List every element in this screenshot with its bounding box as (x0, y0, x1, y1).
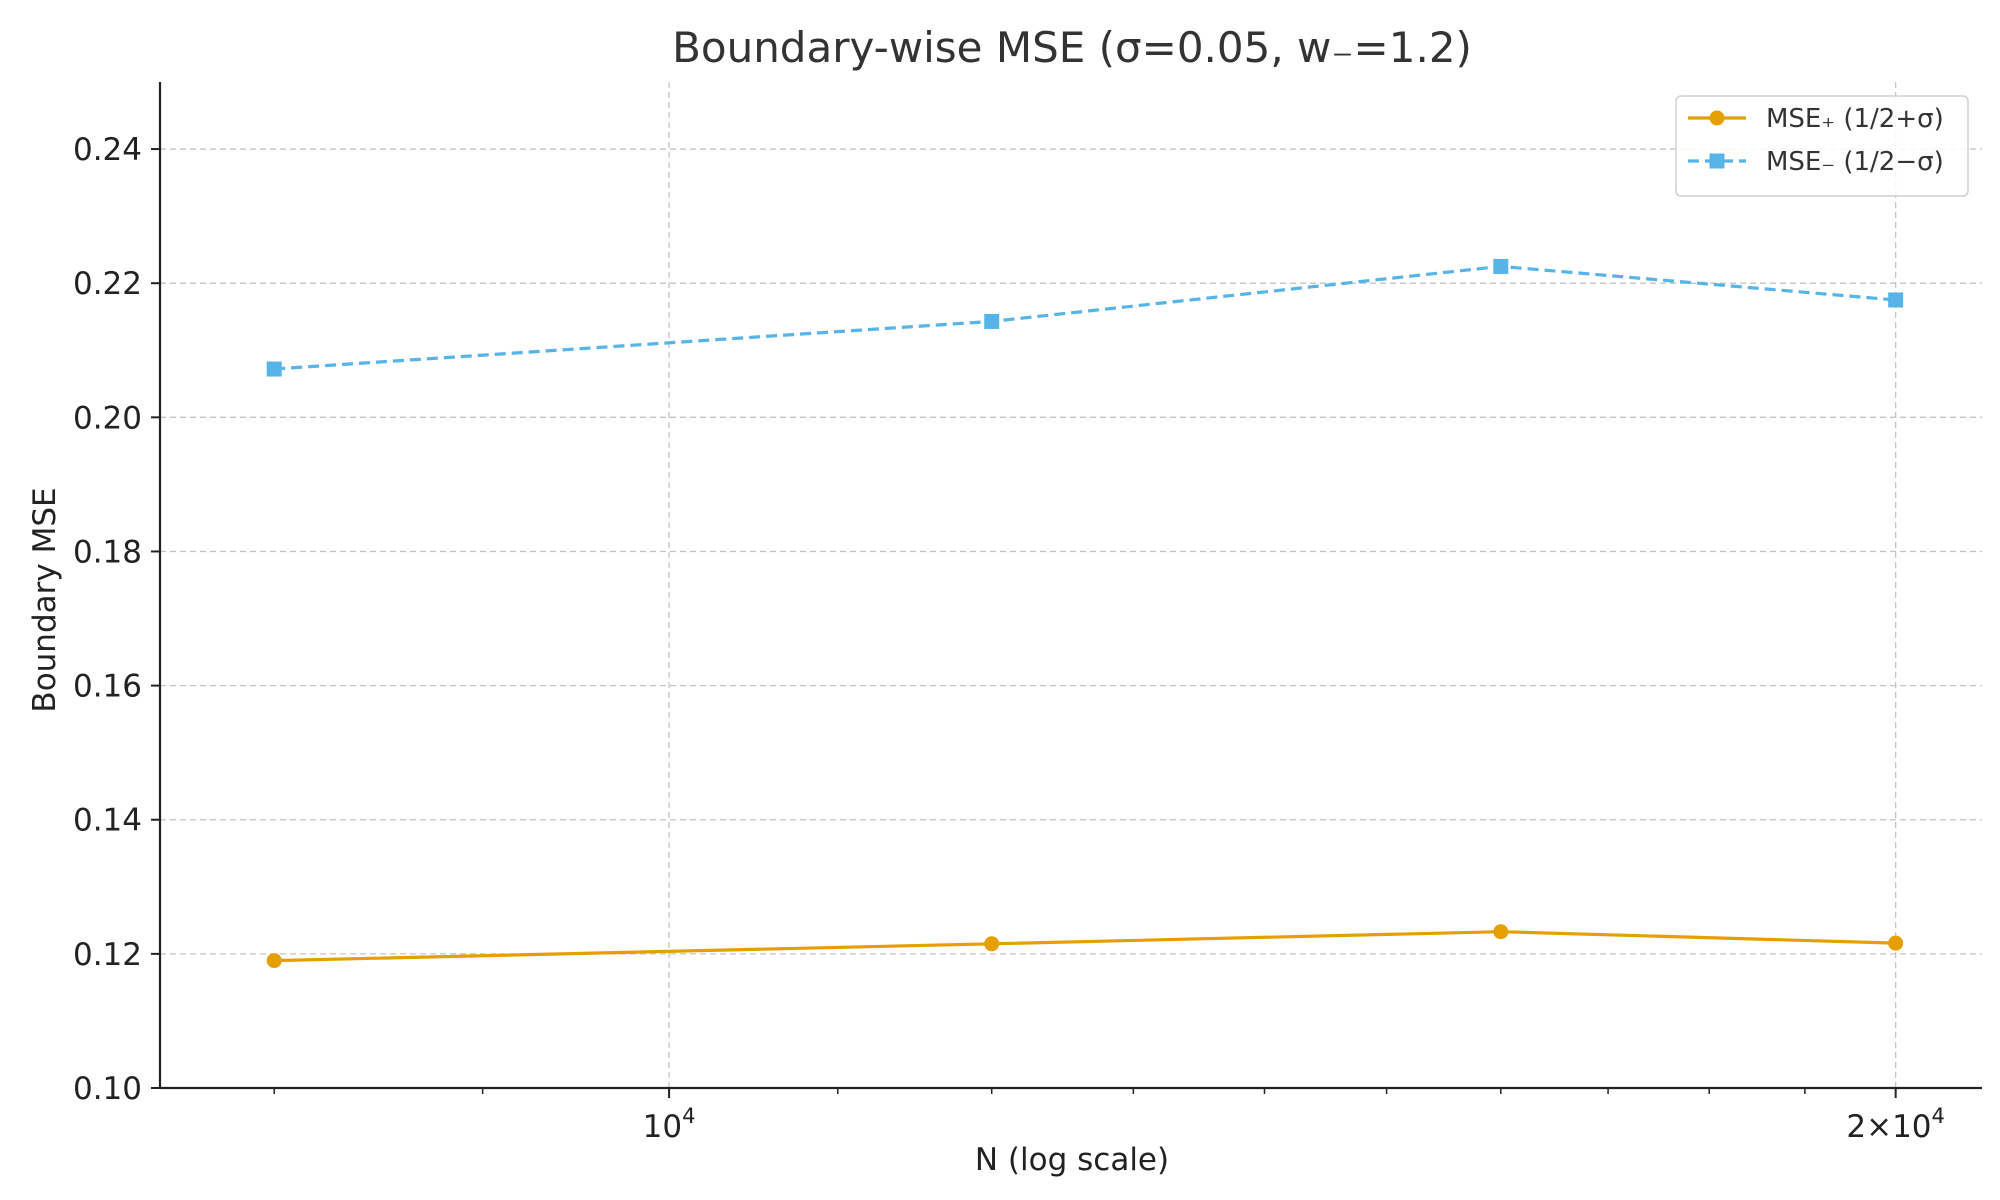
data-point (984, 313, 1000, 329)
data-point (266, 953, 282, 969)
data-point (1493, 924, 1509, 940)
y-tick-label: 0.22 (73, 266, 142, 302)
data-point (266, 361, 282, 377)
x-tick-label: 2×104 (1846, 1104, 1945, 1145)
legend-label: MSE₊ (1/2+σ) (1766, 104, 1944, 134)
series-line-1 (274, 930, 1896, 963)
axes: 0.10 0.12 0.14 0.16 0.18 0.20 0.22 0.24 104 2×104 (73, 82, 1982, 1145)
data-point (1493, 258, 1509, 274)
legend-marker (1709, 110, 1725, 126)
data-point (984, 936, 1000, 952)
y-tick-label: 0.24 (73, 132, 142, 168)
y-axis-label: Boundary MSE (27, 487, 63, 712)
series (266, 258, 1904, 969)
y-tick-label: 0.18 (73, 534, 142, 570)
y-tick-label: 0.10 (73, 1071, 142, 1107)
legend-label: MSE₋ (1/2−σ) (1766, 147, 1944, 177)
y-tick-label: 0.12 (73, 937, 142, 973)
data-point (1888, 292, 1904, 308)
data-point (1888, 935, 1904, 951)
y-tick-label: 0.16 (73, 669, 142, 705)
x-tick-label: 104 (643, 1104, 696, 1145)
chart-title: Boundary-wise MSE (σ=0.05, w₋=1.2) (672, 23, 1472, 72)
x-axis-label: N (log scale) (975, 1142, 1169, 1178)
legend-box (1675, 95, 1969, 197)
grid (160, 82, 1982, 1088)
legend-marker (1709, 153, 1725, 169)
y-tick-label: 0.20 (73, 400, 142, 436)
series-line-2 (274, 264, 1896, 371)
legend: MSE₊ (1/2+σ) MSE₋ (1/2−σ) (1675, 95, 1969, 197)
y-tick-label: 0.14 (73, 803, 142, 839)
